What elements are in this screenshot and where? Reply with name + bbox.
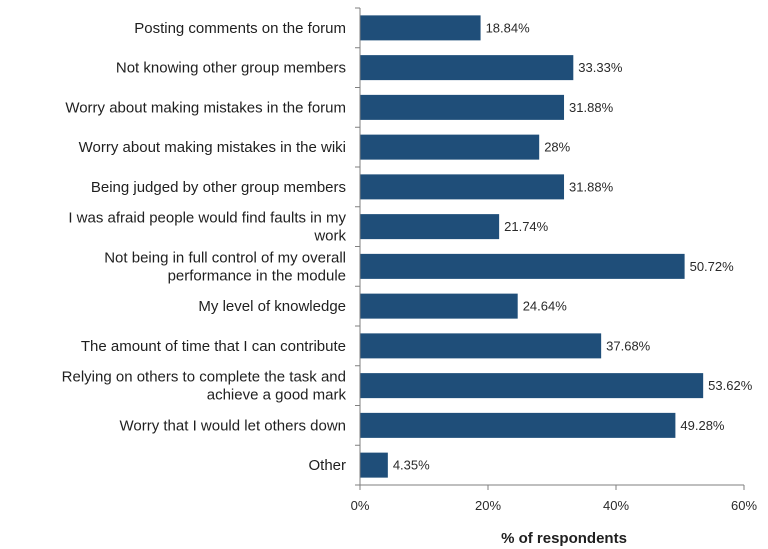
- bar-10: [360, 373, 704, 399]
- category-label-8: My level of knowledge: [198, 298, 346, 315]
- value-label-8: 24.64%: [523, 299, 568, 314]
- bar-11: [360, 412, 676, 438]
- x-axis-title: % of respondents: [501, 530, 627, 547]
- category-label-10-line-2: achieve a good mark: [207, 387, 347, 404]
- value-label-6: 21.74%: [504, 219, 549, 234]
- value-label-1: 18.84%: [486, 20, 531, 35]
- category-label-6-line-2: work: [313, 228, 346, 245]
- value-label-2: 33.33%: [578, 60, 623, 75]
- bar-12: [360, 452, 388, 478]
- value-label-7: 50.72%: [690, 259, 735, 274]
- category-label-7-line-2: performance in the module: [168, 267, 346, 284]
- value-label-10: 53.62%: [708, 378, 753, 393]
- bar-6: [360, 214, 500, 240]
- bar-8: [360, 293, 518, 319]
- category-label-3: Worry about making mistakes in the forum: [65, 99, 346, 116]
- category-label-4: Worry about making mistakes in the wiki: [79, 139, 346, 156]
- value-label-4: 28%: [544, 140, 570, 155]
- bar-3: [360, 94, 565, 120]
- value-label-5: 31.88%: [569, 179, 614, 194]
- category-label-7-line-1: Not being in full control of my overall: [104, 249, 346, 266]
- category-label-11: Worry that I would let others down: [120, 417, 347, 434]
- bar-1: [360, 15, 481, 41]
- category-label-12: Other: [308, 457, 346, 474]
- bar-5: [360, 174, 565, 200]
- x-tick-label-2: 40%: [603, 498, 629, 513]
- category-label-6-line-1: I was afraid people would find faults in…: [68, 210, 346, 227]
- value-label-9: 37.68%: [606, 338, 651, 353]
- bar-4: [360, 134, 540, 160]
- category-label-10-line-1: Relying on others to complete the task a…: [62, 369, 346, 386]
- bar-9: [360, 333, 602, 359]
- category-label-1: Posting comments on the forum: [134, 20, 346, 37]
- value-label-3: 31.88%: [569, 100, 614, 115]
- x-tick-label-3: 60%: [731, 498, 757, 513]
- x-tick-label-0: 0%: [351, 498, 370, 513]
- value-label-11: 49.28%: [680, 418, 725, 433]
- category-label-5: Being judged by other group members: [91, 179, 346, 196]
- x-tick-label-1: 20%: [475, 498, 501, 513]
- category-label-9: The amount of time that I can contribute: [81, 338, 346, 355]
- category-label-2: Not knowing other group members: [116, 60, 346, 77]
- bar-2: [360, 55, 574, 81]
- bar-7: [360, 253, 685, 279]
- value-label-12: 4.35%: [393, 458, 430, 473]
